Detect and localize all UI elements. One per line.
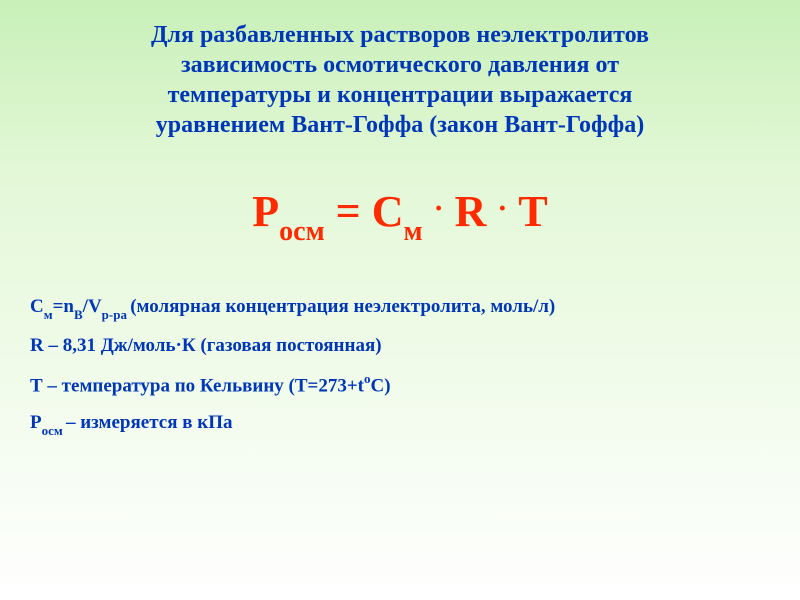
definitions-block: См=nВ/Vр-ра (молярная концентрация неэле… bbox=[30, 297, 770, 436]
formula-C: С bbox=[372, 187, 404, 236]
d4-sub: осм bbox=[42, 423, 66, 438]
d1-mid2: /V bbox=[83, 296, 102, 317]
formula-eq: = bbox=[325, 187, 372, 236]
d3-lead: Т – температура по Кельвину (Т=273+t bbox=[30, 375, 364, 396]
title-line-2: зависимость осмотического давления от bbox=[181, 52, 619, 78]
title-line-1: Для разбавленных растворов неэлектролито… bbox=[151, 22, 649, 48]
main-formula: Росм = См · R · Т bbox=[30, 190, 770, 242]
d2-lead: R – 8,31 Дж/моль bbox=[30, 335, 176, 356]
title-line-3: температуры и концентрации выражается bbox=[168, 82, 633, 108]
d1-lead: С bbox=[30, 296, 44, 317]
d3-sup: o bbox=[364, 371, 371, 386]
d1-lead-sub: м bbox=[44, 307, 53, 322]
title-line-4: уравнением Вант-Гоффа (закон Вант-Гоффа) bbox=[156, 112, 644, 138]
d4-tail: – измеряется в кПа bbox=[66, 412, 232, 433]
formula-R: R bbox=[444, 187, 498, 236]
formula-dot-2: · bbox=[497, 192, 507, 225]
d1-mid2-sub: р-ра bbox=[102, 307, 131, 322]
slide-title: Для разбавленных растворов неэлектролито… bbox=[40, 20, 760, 140]
d4-lead: Р bbox=[30, 412, 42, 433]
d1-tail: (молярная концентрация неэлектролита, мо… bbox=[130, 296, 555, 317]
definition-posm: Росм – измеряется в кПа bbox=[30, 413, 770, 436]
d3-tail: С) bbox=[371, 375, 391, 396]
slide: Для разбавленных растворов неэлектролито… bbox=[0, 0, 800, 600]
definition-r: R – 8,31 Дж/моль·К (газовая постоянная) bbox=[30, 336, 770, 357]
formula-dot-1: · bbox=[434, 192, 444, 225]
formula-P-sub: осм bbox=[279, 216, 325, 247]
definition-t: Т – температура по Кельвину (Т=273+toС) bbox=[30, 373, 770, 397]
d1-mid: =n bbox=[53, 296, 74, 317]
formula-P: Р bbox=[252, 187, 279, 236]
d2-tail: К (газовая постоянная) bbox=[182, 335, 382, 356]
definition-cm: См=nВ/Vр-ра (молярная концентрация неэле… bbox=[30, 297, 770, 320]
formula-T: Т bbox=[507, 187, 547, 236]
d1-mid-sub: В bbox=[74, 307, 83, 322]
formula-C-sub: м bbox=[404, 216, 423, 247]
